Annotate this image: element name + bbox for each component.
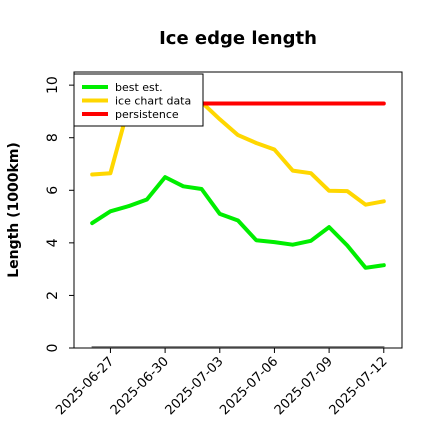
chart-title: Ice edge length: [159, 28, 317, 49]
legend-label: persistence: [115, 108, 179, 121]
y-axis-label: Length (1000km): [6, 142, 22, 278]
legend-label: best est.: [115, 81, 163, 94]
y-tick-label: 2: [45, 291, 61, 300]
plot-area-frame: [73, 71, 403, 349]
y-tick-label: 6: [45, 186, 61, 195]
y-tick-label: 10: [45, 76, 61, 94]
y-axis: 0 2 4 6 8 10: [45, 76, 74, 352]
series-line-best-est-: [90, 175, 386, 270]
x-tick-label: 2025-07-12: [327, 354, 391, 418]
plot-series: [90, 93, 386, 348]
y-tick-label: 0: [45, 344, 61, 353]
y-tick-label: 4: [45, 238, 61, 247]
y-tick-label: 8: [45, 133, 61, 142]
legend-label: ice chart data: [115, 95, 191, 108]
x-axis: 2025-06-272025-06-302025-07-032025-07-06…: [53, 348, 391, 418]
